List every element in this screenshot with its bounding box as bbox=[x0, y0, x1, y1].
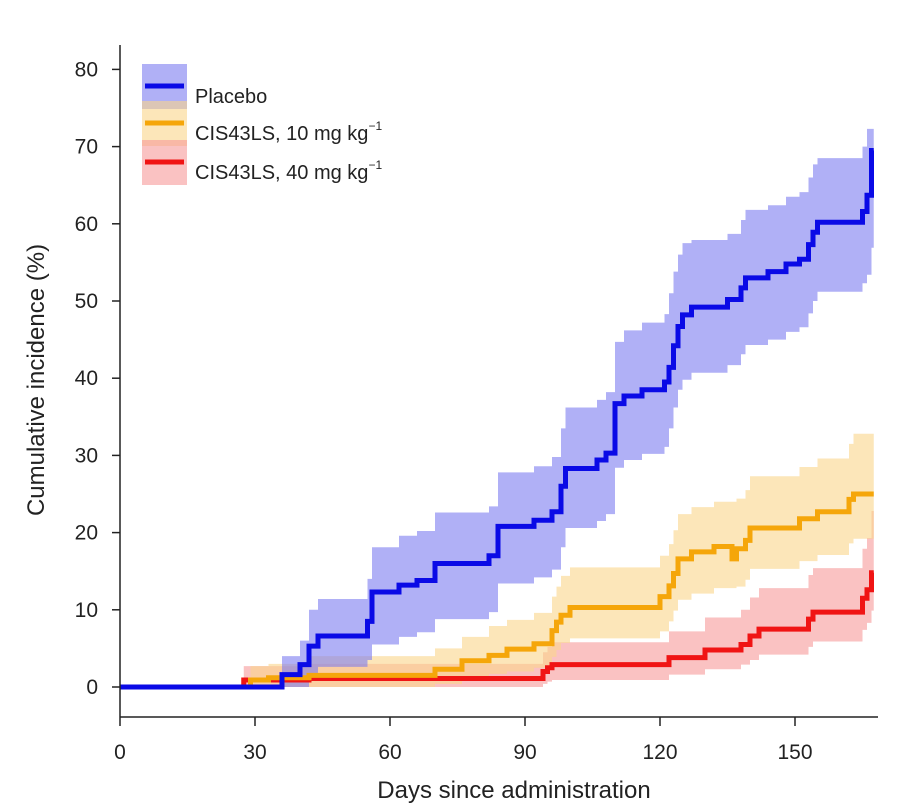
y-tick-label-50: 50 bbox=[75, 290, 98, 313]
band-cis10 bbox=[120, 433, 874, 687]
y-tick-label-60: 60 bbox=[75, 213, 98, 236]
x-tick-label-120: 120 bbox=[642, 741, 677, 764]
line-cis10 bbox=[120, 491, 874, 690]
axes: 0 10 20 30 40 50 60 70 80 0 30 60 90 120 150 Cumulati… bbox=[23, 45, 878, 804]
legend-label-text-cis10: CIS43LS, 10 mg kg bbox=[195, 123, 368, 145]
legend-item-cis10: CIS43LS, 10 mg kg−1 bbox=[142, 101, 382, 146]
y-axis-ticks: 0 10 20 30 40 50 60 70 80 bbox=[75, 58, 120, 699]
y-tick-label-80: 80 bbox=[75, 58, 98, 81]
x-axis-title: Days since administration bbox=[377, 777, 650, 804]
legend-label-sup-cis40: −1 bbox=[368, 158, 382, 172]
legend-label-sup-cis10: −1 bbox=[368, 119, 382, 133]
x-axis-ticks: 0 30 60 90 120 150 bbox=[114, 717, 813, 764]
x-tick-label-90: 90 bbox=[513, 741, 536, 764]
line-placebo bbox=[120, 147, 874, 690]
x-tick-label-30: 30 bbox=[243, 741, 266, 764]
legend-label-cis10: CIS43LS, 10 mg kg−1 bbox=[195, 119, 382, 145]
band-placebo bbox=[120, 128, 874, 687]
x-tick-label-0: 0 bbox=[114, 741, 126, 764]
legend-label-text-cis40: CIS43LS, 40 mg kg bbox=[195, 162, 368, 184]
legend-label-placebo: Placebo bbox=[195, 86, 267, 108]
y-tick-label-0: 0 bbox=[86, 676, 98, 699]
series-lines bbox=[120, 147, 874, 690]
legend-label-cis40: CIS43LS, 40 mg kg−1 bbox=[195, 158, 382, 184]
band-cis40 bbox=[120, 510, 874, 687]
y-tick-label-30: 30 bbox=[75, 444, 98, 467]
y-tick-label-40: 40 bbox=[75, 367, 98, 390]
y-tick-label-10: 10 bbox=[75, 599, 98, 622]
y-axis-title: Cumulative incidence (%) bbox=[23, 244, 50, 516]
y-tick-label-20: 20 bbox=[75, 522, 98, 545]
confidence-bands bbox=[120, 128, 874, 687]
x-tick-label-60: 60 bbox=[378, 741, 401, 764]
x-tick-label-150: 150 bbox=[777, 741, 812, 764]
y-tick-label-70: 70 bbox=[75, 136, 98, 159]
legend-label-text-placebo: Placebo bbox=[195, 86, 267, 108]
legend-item-cis40: CIS43LS, 40 mg kg−1 bbox=[142, 140, 382, 185]
